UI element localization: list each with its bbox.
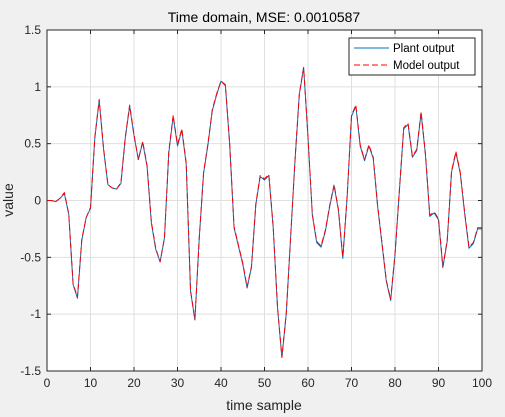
x-axis-label: time sample bbox=[226, 397, 302, 413]
y-axis-label: value bbox=[0, 183, 16, 217]
y-tick-label: -1 bbox=[30, 307, 41, 321]
x-tick-label: 30 bbox=[171, 376, 185, 390]
x-tick-label: 40 bbox=[214, 376, 228, 390]
x-tick-label: 100 bbox=[472, 376, 492, 390]
legend-label-plant: Plant output bbox=[393, 43, 455, 55]
x-tick-label: 70 bbox=[345, 376, 359, 390]
y-tick-label: 1 bbox=[34, 80, 41, 94]
y-tick-label: -0.5 bbox=[20, 250, 41, 264]
y-tick-label: -1.5 bbox=[20, 364, 41, 378]
x-tick-label: 0 bbox=[44, 376, 51, 390]
x-tick-label: 20 bbox=[127, 376, 141, 390]
x-tick-label: 50 bbox=[258, 376, 272, 390]
legend: Plant output Model output bbox=[348, 37, 476, 76]
y-tick-label: 1.5 bbox=[24, 23, 41, 37]
x-tick-label: 60 bbox=[301, 376, 315, 390]
x-tick-label: 10 bbox=[84, 376, 98, 390]
y-tick-label: 0 bbox=[34, 194, 41, 208]
data-lines bbox=[47, 67, 482, 358]
x-tick-label: 90 bbox=[432, 376, 446, 390]
legend-label-model: Model output bbox=[393, 60, 460, 72]
chart-title: Time domain, MSE: 0.0010587 bbox=[168, 9, 361, 25]
series-line-model-output bbox=[47, 67, 482, 358]
x-tick-label: 80 bbox=[388, 376, 402, 390]
y-tick-label: 0.5 bbox=[24, 137, 41, 151]
axes-box bbox=[46, 29, 483, 372]
legend-box bbox=[348, 37, 476, 76]
